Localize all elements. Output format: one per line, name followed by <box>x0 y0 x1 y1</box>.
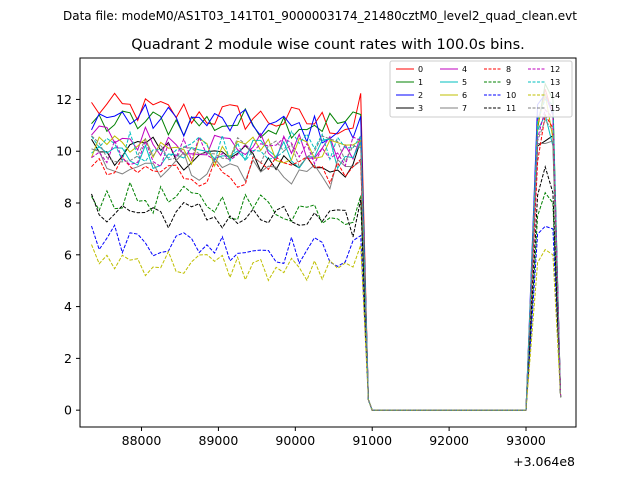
series-line-12 <box>91 108 562 411</box>
legend-label-10: 10 <box>506 91 516 100</box>
x-tick-label-89000: 89000 <box>199 433 239 448</box>
legend-label-12: 12 <box>550 65 560 74</box>
legend-label-4: 4 <box>462 65 467 74</box>
legend-label-1: 1 <box>418 78 423 87</box>
x-tick-label-92000: 92000 <box>429 433 469 448</box>
chart-suptitle: Data file: modeM0/AS1T03_141T01_90000031… <box>63 9 577 23</box>
legend-label-8: 8 <box>506 65 511 74</box>
legend-box <box>389 60 573 118</box>
series-line-5 <box>91 113 562 411</box>
series-line-10 <box>91 224 562 411</box>
x-tick-label-90000: 90000 <box>275 433 315 448</box>
legend-label-7: 7 <box>462 104 467 113</box>
legend-label-0: 0 <box>418 65 423 74</box>
legend-label-9: 9 <box>506 78 511 87</box>
y-tick-label-12: 12 <box>56 92 72 107</box>
legend-label-11: 11 <box>506 104 516 113</box>
legend-label-15: 15 <box>550 104 560 113</box>
x-tick-label-88000: 88000 <box>122 433 162 448</box>
series-line-8 <box>91 113 562 411</box>
x-axis-offset-label: +3.064e8 <box>513 454 575 469</box>
y-tick-label-4: 4 <box>64 299 72 314</box>
series-line-3 <box>91 134 562 411</box>
y-tick-label-8: 8 <box>64 196 72 211</box>
chart-title: Quadrant 2 module wise count rates with … <box>131 37 525 53</box>
series-line-1 <box>91 82 562 411</box>
legend-label-3: 3 <box>418 104 423 113</box>
y-tick-label-0: 0 <box>64 403 72 418</box>
y-tick-label-10: 10 <box>56 144 72 159</box>
legend-label-2: 2 <box>418 91 423 100</box>
series-line-11 <box>91 164 562 411</box>
series-line-15 <box>91 119 562 411</box>
y-tick-label-2: 2 <box>64 351 72 366</box>
legend-label-5: 5 <box>462 78 467 87</box>
series-line-14 <box>91 244 562 411</box>
y-tick-label-6: 6 <box>64 247 72 262</box>
axes-frame <box>79 57 577 428</box>
series-line-7 <box>91 140 562 411</box>
legend-label-6: 6 <box>462 91 467 100</box>
x-tick-label-91000: 91000 <box>352 433 392 448</box>
x-tick-label-93000: 93000 <box>506 433 546 448</box>
legend-label-13: 13 <box>550 78 560 87</box>
legend-label-14: 14 <box>550 91 560 100</box>
